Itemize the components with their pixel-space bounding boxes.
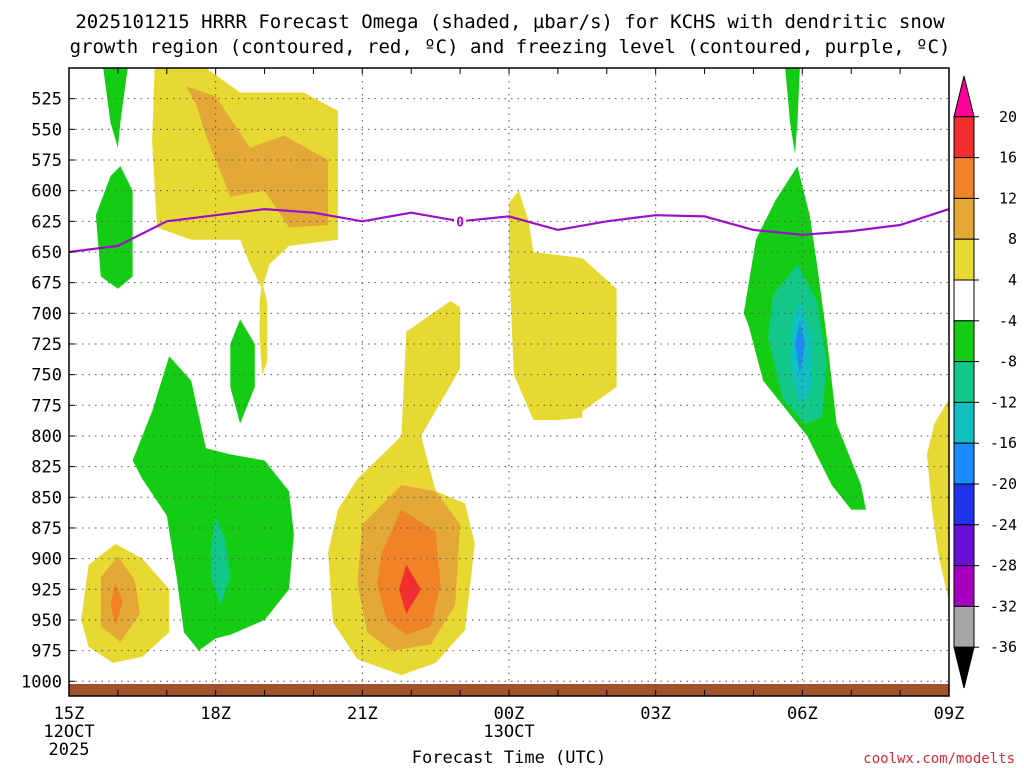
colorbar-label: -4	[999, 312, 1017, 330]
x-tick-year: 2025	[49, 740, 90, 760]
colorbar-bin	[953, 197, 975, 240]
colorbar-bin	[953, 442, 975, 485]
y-tick-label: 700	[31, 304, 62, 324]
omega-region-dn1	[132, 356, 294, 651]
colorbar-bin	[953, 157, 975, 199]
y-tick-label: 550	[31, 120, 62, 140]
colorbar-label: -28	[990, 557, 1017, 575]
x-tick-label: 00Z	[494, 704, 525, 724]
y-tick-label: 975	[31, 642, 62, 662]
credit-text: coolwx.com/modelts	[863, 751, 1015, 767]
colorbar-bin	[953, 605, 975, 648]
colorbar-bin	[953, 320, 975, 363]
colorbar-label: -8	[999, 353, 1017, 371]
omega-region-up2	[186, 86, 329, 228]
x-axis-label: Forecast Time (UTC)	[412, 748, 606, 768]
colorbar-bin	[953, 483, 975, 526]
colorbar-label: 8	[1008, 230, 1017, 248]
y-tick-label: 775	[31, 396, 62, 416]
freezing-level-label: 0	[456, 215, 464, 230]
y-tick-label: 950	[31, 611, 62, 631]
x-tick-label: 18Z	[200, 704, 231, 724]
y-tick-label: 525	[31, 90, 62, 110]
colorbar-bin	[953, 401, 975, 444]
omega-region-dn1	[230, 319, 255, 424]
x-tick-label: 06Z	[787, 704, 818, 724]
colorbar-bin	[953, 279, 975, 322]
colorbar-label: -24	[990, 516, 1017, 534]
y-tick-label: 675	[31, 274, 62, 294]
omega-region-up3	[110, 583, 123, 627]
y-tick-label: 875	[31, 519, 62, 539]
colorbar-bin	[953, 565, 975, 607]
colorbar: 20 16 12 8 4 -4 -8 -12 -16 -20 -24 -28 -32 -36	[953, 75, 1017, 689]
y-tick-label: 600	[31, 182, 62, 202]
x-tick-date: 12OCT	[43, 722, 94, 742]
x-tick-label: 09Z	[934, 704, 965, 724]
y-tick-label: 900	[31, 550, 62, 570]
y-tick-label: 650	[31, 243, 62, 263]
omega-region-up1	[927, 399, 949, 602]
y-tick-label: 825	[31, 458, 62, 478]
freezing-level-contour: 0	[69, 207, 949, 254]
x-tick-label: 15Z	[54, 704, 85, 724]
colorbar-label: -12	[990, 393, 1017, 411]
x-tick-date: 13OCT	[483, 722, 534, 742]
freezing-level-label-bg	[454, 212, 467, 229]
y-tick-label: 625	[31, 212, 62, 232]
y-tick-label: 850	[31, 488, 62, 508]
omega-region-dn1	[785, 68, 800, 154]
omega-region-up4	[399, 564, 421, 614]
omega-region-up1	[509, 190, 617, 420]
colorbar-arrow-bottom	[953, 646, 975, 689]
colorbar-label: -16	[990, 434, 1017, 452]
colorbar-label: -36	[990, 638, 1017, 656]
colorbar-bin	[953, 238, 975, 281]
y-tick-label: 750	[31, 366, 62, 386]
chart-title-line1: 2025101215 HRRR Forecast Omega (shaded, …	[75, 11, 945, 33]
plot-frame	[68, 67, 950, 697]
colorbar-bin	[953, 361, 975, 403]
colorbar-arrow-top	[953, 75, 975, 118]
freezing-level-line	[69, 207, 949, 254]
y-tick-label: 800	[31, 427, 62, 447]
omega-region-dn1	[95, 166, 133, 289]
chart-title-line2: growth region (contoured, red, ºC) and f…	[70, 36, 951, 58]
colorbar-label: -32	[990, 597, 1017, 615]
y-tick-label: 1000	[21, 672, 62, 692]
x-tick-label: 03Z	[640, 704, 671, 724]
y-tick-label: 925	[31, 580, 62, 600]
colorbar-label: 20	[999, 108, 1017, 126]
y-tick-label: 725	[31, 335, 62, 355]
omega-region-dn1	[103, 68, 128, 148]
colorbar-bin	[953, 524, 975, 567]
colorbar-label: 12	[999, 189, 1017, 207]
colorbar-label: 16	[999, 149, 1017, 167]
omega-region-dn4	[795, 319, 805, 375]
omega-region-up1	[259, 282, 267, 375]
x-tick-label: 21Z	[347, 704, 378, 724]
colorbar-label: 4	[1008, 271, 1017, 289]
colorbar-label: -20	[990, 475, 1017, 493]
y-tick-label: 575	[31, 151, 62, 171]
y-axis: 525 550 575 600 625 650 675 700 725 750 775 800 825 8…	[21, 90, 75, 692]
colorbar-bin	[953, 116, 975, 159]
